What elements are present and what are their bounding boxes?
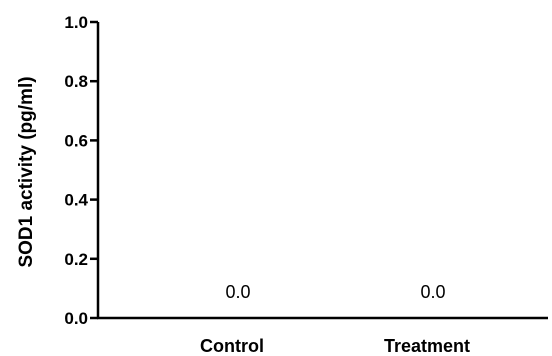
x-axis: Control Treatment [97, 316, 548, 356]
y-tick-label: 0.4 [64, 191, 88, 210]
y-tick-label: 0.2 [64, 250, 88, 269]
data-label-control: 0.0 [225, 282, 250, 302]
y-tick-label: 0.6 [64, 131, 88, 150]
x-category-label: Treatment [384, 336, 470, 356]
y-ticks: 0.0 0.2 0.4 0.6 0.8 1.0 [64, 13, 98, 328]
y-axis-title: SOD1 activity (pg/ml) [16, 76, 37, 267]
data-label-treatment: 0.0 [420, 282, 445, 302]
x-category-label: Control [200, 336, 264, 356]
y-axis: 0.0 0.2 0.4 0.6 0.8 1.0 [64, 13, 100, 328]
y-tick-label: 1.0 [64, 13, 88, 32]
y-tick-label: 0.8 [64, 72, 88, 91]
data-labels: 0.0 0.0 [225, 282, 445, 302]
x-category-labels: Control Treatment [200, 336, 470, 356]
y-tick-label: 0.0 [64, 309, 88, 328]
